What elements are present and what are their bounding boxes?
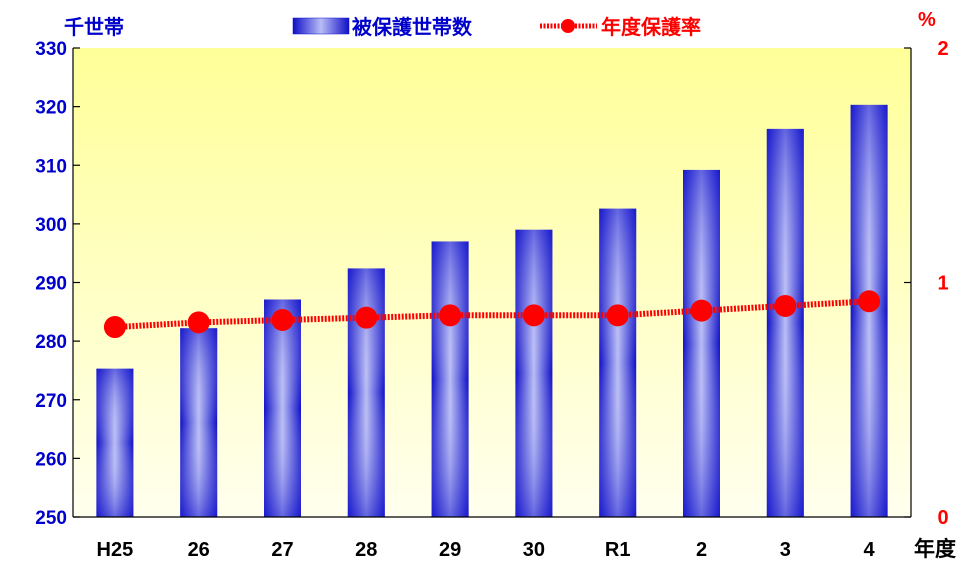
x-axis-unit: 年度	[914, 537, 956, 561]
left-tick-label: 270	[35, 391, 67, 412]
x-tick-label: H25	[97, 539, 134, 561]
bar	[264, 299, 301, 517]
x-tick-label: 26	[188, 539, 210, 561]
left-tick-label: 310	[35, 156, 67, 177]
line-point	[606, 304, 629, 327]
x-tick-label: 30	[523, 539, 545, 561]
left-tick-label: 330	[35, 39, 67, 60]
legend-bar-swatch	[292, 17, 350, 35]
line-point	[690, 299, 713, 322]
legend-line-label: 年度保護率	[601, 15, 701, 39]
left-tick-label: 300	[35, 215, 67, 236]
bar-shade	[683, 169, 720, 517]
bar-shade	[515, 229, 553, 518]
left-tick-label: 260	[35, 449, 67, 470]
line-point	[187, 311, 210, 334]
x-tick-label: R1	[605, 539, 631, 561]
bar-shade	[180, 328, 218, 517]
x-tick-label: 28	[355, 539, 377, 561]
right-tick-label: 0	[937, 507, 948, 529]
legend-bar-label: 被保護世帯数	[352, 15, 473, 39]
left-tick-label: 320	[35, 98, 67, 119]
x-tick-label: 27	[271, 539, 293, 561]
right-axis-unit: %	[918, 9, 936, 31]
bar	[347, 268, 385, 517]
bar	[515, 229, 553, 518]
bar	[180, 328, 218, 517]
left-tick-label: 280	[35, 332, 67, 353]
bar	[683, 169, 720, 517]
line-point	[439, 304, 462, 327]
bars-layer	[96, 104, 888, 518]
bar-shade	[431, 241, 469, 517]
right-tick-label: 2	[937, 38, 948, 60]
bar	[766, 128, 804, 517]
line-point	[271, 309, 294, 332]
line-layer	[103, 290, 881, 339]
x-tick-label: 29	[439, 539, 461, 561]
line-point	[774, 294, 797, 317]
bar-shade	[599, 208, 637, 517]
left-tick-label: 250	[35, 508, 67, 529]
x-tick-label: 2	[696, 539, 707, 561]
bar	[599, 208, 637, 517]
bar	[431, 241, 469, 517]
line-point	[103, 316, 126, 339]
line-point	[858, 290, 881, 313]
bar-shade	[766, 128, 804, 517]
legend-line-marker	[561, 19, 575, 33]
line-point	[355, 306, 378, 329]
left-axis-unit: 千世帯	[64, 15, 124, 39]
x-tick-label: 3	[780, 539, 791, 561]
left-tick-label: 290	[35, 274, 67, 295]
right-tick-label: 1	[937, 273, 948, 295]
bar	[850, 104, 888, 518]
bar-shade	[347, 268, 385, 517]
bar-shade	[96, 368, 134, 517]
line-point	[522, 304, 545, 327]
x-tick-label: 4	[864, 539, 876, 561]
legend: 被保護世帯数 年度保護率	[292, 15, 701, 39]
bar	[96, 368, 134, 517]
bar-shade	[264, 299, 301, 517]
